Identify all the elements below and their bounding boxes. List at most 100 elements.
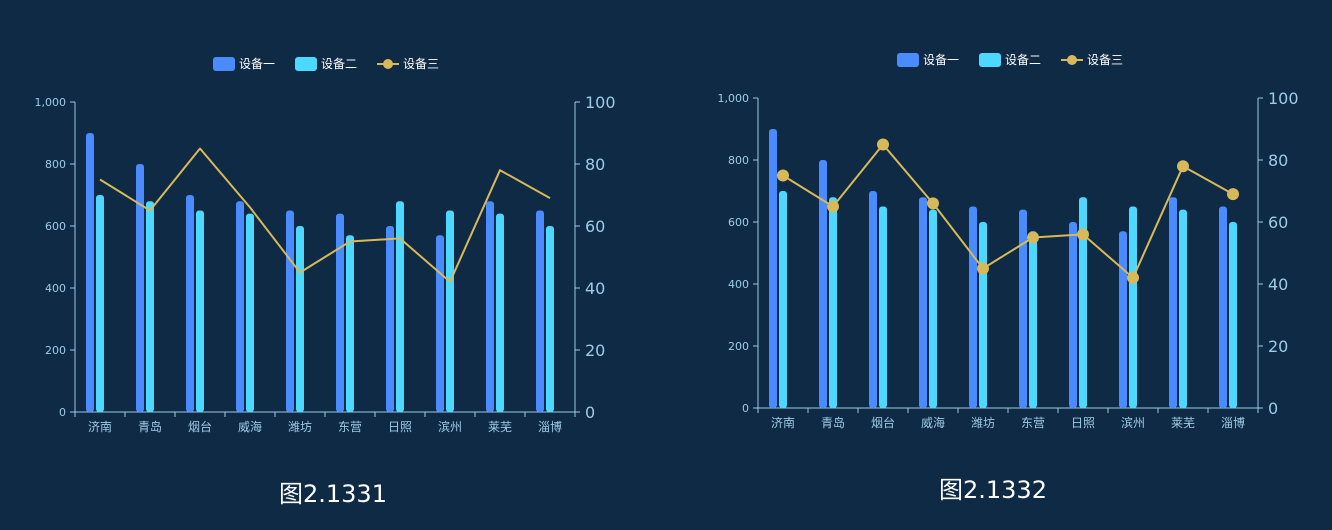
chart1-line-series3 <box>99 147 551 283</box>
chart1-legend-label-3: 设备三 <box>403 57 439 71</box>
chart1-bar-series1-5[interactable] <box>286 210 294 413</box>
chart1-bar-series1-4[interactable] <box>236 201 244 412</box>
chart1-bar-series2-3[interactable] <box>196 210 204 413</box>
chart2-x-tick-label: 潍坊 <box>971 415 995 430</box>
chart2-bar-series2-3[interactable] <box>879 206 887 409</box>
chart-2-caption: 图2.1332 <box>939 476 1047 504</box>
chart2-bar-series1-7[interactable] <box>1069 222 1077 408</box>
chart2-bar-series1-10[interactable] <box>1219 206 1227 409</box>
chart-panel-1: 设备一 设备二 设备三 0 200 400 600 800 1,000 0 20 40 60 80 100 济… <box>35 57 616 508</box>
chart1-y-right-tick-label: 60 <box>585 217 605 236</box>
chart2-bar-series2-7[interactable] <box>1079 197 1087 408</box>
chart2-x-tick-label: 日照 <box>1071 416 1095 430</box>
chart2-y-left-tick-label: 600 <box>728 216 749 229</box>
chart2-line-point-3[interactable] <box>877 138 889 151</box>
chart2-y-left-tick-label: 200 <box>728 340 749 353</box>
chart-panel-2: 设备一 设备二 设备三 0 200 400 600 800 1,000 0 20 40 60 80 100 济… <box>666 0 1332 530</box>
chart2-bar-series2-8[interactable] <box>1129 206 1137 409</box>
chart1-bar-series1-2[interactable] <box>136 164 144 412</box>
chart2-bar-series1-6[interactable] <box>1019 209 1027 408</box>
chart1-y-right-tick-label: 40 <box>585 279 605 298</box>
chart1-legend-swatch-2 <box>295 57 317 71</box>
chart1-bar-series2-1[interactable] <box>96 195 104 412</box>
chart2-x-tick-label: 滨州 <box>1121 415 1145 430</box>
chart1-bar-series2-10[interactable] <box>546 226 554 412</box>
chart2-y-right-tick-label: 60 <box>1268 213 1288 232</box>
chart1-legend-item-3[interactable]: 设备三 <box>377 57 439 71</box>
chart2-y-left-tick-label: 400 <box>728 278 749 291</box>
chart1-x-tick-label: 莱芜 <box>488 420 512 434</box>
chart1-x-tick-label: 东营 <box>338 420 362 434</box>
chart2-bar-series1-3[interactable] <box>869 191 877 408</box>
chart1-x-tick-label: 滨州 <box>438 419 462 434</box>
chart-1-svg: 设备一 设备二 设备三 0 200 400 600 800 1,000 0 20 40 60 80 100 济… <box>35 57 616 434</box>
chart2-bar-series2-4[interactable] <box>929 209 937 408</box>
chart2-bar-series1-9[interactable] <box>1169 197 1177 408</box>
chart2-x-tick-label: 莱芜 <box>1171 416 1195 430</box>
chart1-legend-label-2: 设备二 <box>321 57 357 71</box>
chart2-line-point-5[interactable] <box>977 262 989 275</box>
chart2-line-point-10[interactable] <box>1227 188 1239 201</box>
chart1-bar-series2-4[interactable] <box>246 213 254 412</box>
chart2-bar-series2-1[interactable] <box>779 191 787 408</box>
chart2-bar-series1-1[interactable] <box>769 129 777 408</box>
chart1-bar-series2-2[interactable] <box>146 201 154 412</box>
chart1-bar-series1-8[interactable] <box>436 235 444 412</box>
chart2-x-tick-label: 威海 <box>921 415 945 430</box>
chart1-bar-series1-10[interactable] <box>536 210 544 413</box>
chart1-bar-series2-5[interactable] <box>296 226 304 412</box>
chart1-bar-series1-1[interactable] <box>86 133 94 412</box>
chart1-bar-series2-7[interactable] <box>396 201 404 412</box>
chart2-line-point-4[interactable] <box>927 197 939 210</box>
chart2-bar-series2-10[interactable] <box>1229 222 1237 408</box>
chart2-line-point-2[interactable] <box>827 200 839 213</box>
chart1-bar-series2-6[interactable] <box>346 235 354 412</box>
chart2-line-point-6[interactable] <box>1027 231 1039 244</box>
chart2-legend-label-3: 设备三 <box>1087 53 1123 67</box>
chart2-bar-series1-5[interactable] <box>969 206 977 409</box>
chart1-y-right-tick-label: 0 <box>585 403 595 422</box>
chart2-x-tick-label: 济南 <box>771 415 795 430</box>
chart2-x-tick-label: 东营 <box>1021 416 1045 430</box>
chart1-bar-series2-8[interactable] <box>446 210 454 413</box>
chart1-y-left-tick-label: 0 <box>59 406 66 419</box>
chart1-bar-series1-6[interactable] <box>336 213 344 412</box>
chart1-y-left-tick-label: 200 <box>45 344 66 357</box>
chart1-legend-label-1: 设备一 <box>239 57 275 71</box>
chart1-bar-series1-9[interactable] <box>486 201 494 412</box>
chart2-line-point-9[interactable] <box>1177 160 1189 173</box>
chart1-x-tick-label: 烟台 <box>188 419 212 434</box>
chart2-line-point-8[interactable] <box>1127 271 1139 284</box>
chart2-line-point-7[interactable] <box>1077 228 1089 241</box>
chart2-line-series3 <box>782 143 1234 279</box>
chart1-x-tick-label: 威海 <box>238 419 262 434</box>
chart2-legend-label-1: 设备一 <box>923 53 959 67</box>
chart1-legend-item-1[interactable]: 设备一 <box>213 57 275 71</box>
chart1-bar-series2-9[interactable] <box>496 213 504 412</box>
chart1-bar-series1-3[interactable] <box>186 195 194 412</box>
chart2-bar-series1-8[interactable] <box>1119 231 1127 408</box>
chart2-bar-series1-2[interactable] <box>819 160 827 408</box>
chart2-bar-series2-9[interactable] <box>1179 209 1187 408</box>
chart2-legend-item-1[interactable]: 设备一 <box>897 53 959 67</box>
chart1-y-right-tick-label: 20 <box>585 341 605 360</box>
chart1-y-right-tick-label: 80 <box>585 155 605 174</box>
chart2-y-left-tick-label: 800 <box>728 154 749 167</box>
chart2-bar-series1-4[interactable] <box>919 197 927 408</box>
chart2-y-right-tick-label: 80 <box>1268 151 1288 170</box>
chart1-x-tick-label: 青岛 <box>138 419 162 434</box>
chart2-x-tick-label: 青岛 <box>821 415 845 430</box>
chart2-line-point-1[interactable] <box>777 169 789 182</box>
chart2-legend-item-3[interactable]: 设备三 <box>1061 53 1123 67</box>
chart1-legend-item-2[interactable]: 设备二 <box>295 57 357 71</box>
chart2-y-right-tick-label: 100 <box>1268 89 1299 108</box>
chart2-bar-series2-2[interactable] <box>829 197 837 408</box>
chart2-bar-series2-6[interactable] <box>1029 231 1037 408</box>
chart1-bar-series1-7[interactable] <box>386 226 394 412</box>
chart1-y-left-tick-label: 800 <box>45 158 66 171</box>
chart2-x-tick-label: 烟台 <box>871 415 895 430</box>
chart2-bar-series2-5[interactable] <box>979 222 987 408</box>
chart2-y-left-tick-label: 1,000 <box>718 92 750 105</box>
chart2-legend-item-2[interactable]: 设备二 <box>979 53 1041 67</box>
chart1-y-right-tick-label: 100 <box>585 93 616 112</box>
